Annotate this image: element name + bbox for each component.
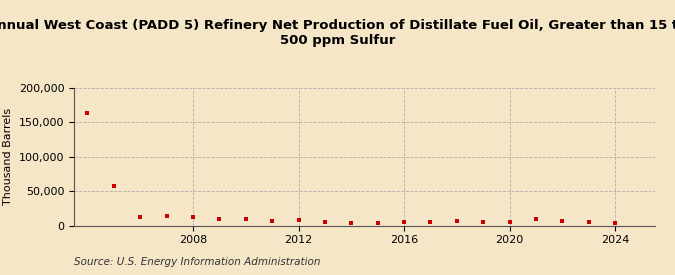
Text: Source: U.S. Energy Information Administration: Source: U.S. Energy Information Administ… xyxy=(74,257,321,267)
Y-axis label: Thousand Barrels: Thousand Barrels xyxy=(3,108,14,205)
Text: Annual West Coast (PADD 5) Refinery Net Production of Distillate Fuel Oil, Great: Annual West Coast (PADD 5) Refinery Net … xyxy=(0,19,675,47)
